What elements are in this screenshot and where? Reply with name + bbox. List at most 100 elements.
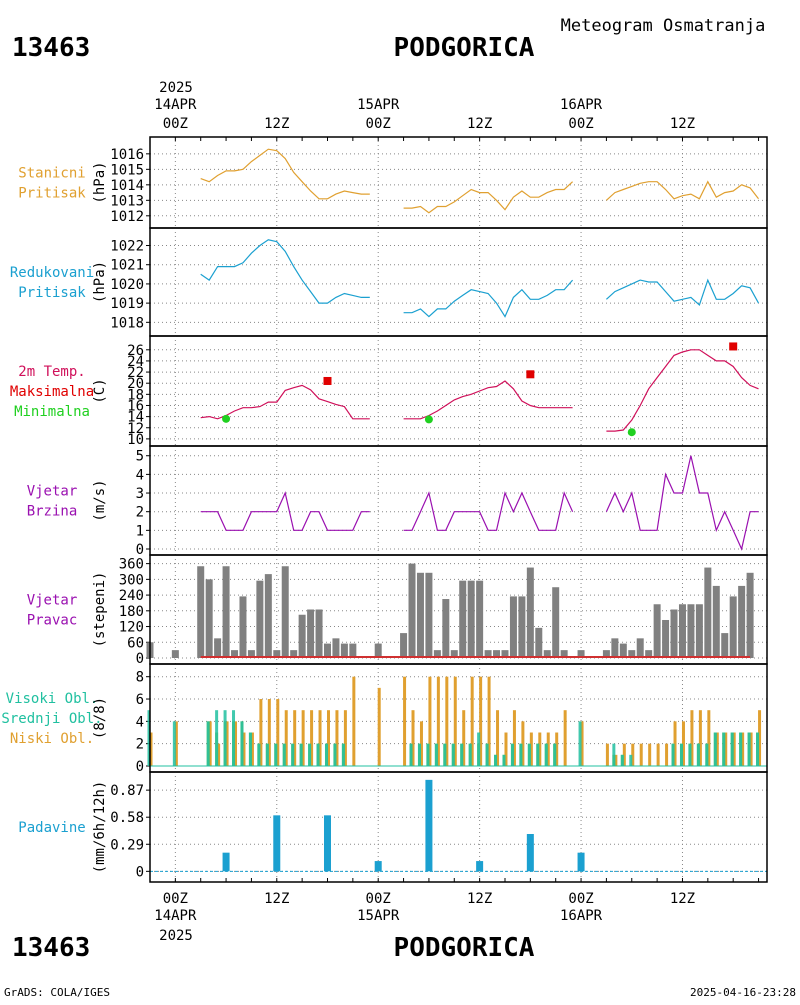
cloud-bar-niskiobl xyxy=(732,732,736,766)
y-tick-label: 22 xyxy=(127,365,144,381)
cloud-bar-visokiobl xyxy=(502,754,506,766)
cloud-bar-visokiobl xyxy=(409,743,413,766)
tmin-marker xyxy=(424,415,433,424)
y-tick-label: 5 xyxy=(136,449,144,465)
cloud-bar-visokiobl xyxy=(705,743,709,766)
y-tick-label: 10 xyxy=(127,432,144,448)
cloud-bar-visokiobl xyxy=(730,732,734,766)
winddir-bar xyxy=(256,580,264,658)
winddir-bar xyxy=(467,580,475,658)
winddir-bar xyxy=(619,643,627,658)
y-tick-label: 0.29 xyxy=(110,837,144,853)
cloud-bar-visokiobl xyxy=(696,743,700,766)
y-tick-label: 8 xyxy=(136,670,144,686)
precip-bar xyxy=(577,852,585,872)
y-tick-label: 2 xyxy=(136,505,144,521)
cloud-bar-visokiobl xyxy=(722,732,726,766)
series-line xyxy=(605,180,759,201)
cloud-bar-visokiobl xyxy=(434,743,438,766)
cloud-bar-niskiobl xyxy=(741,732,745,766)
cloud-bar-visokiobl xyxy=(620,754,624,766)
hour-label-bottom: 12Z xyxy=(670,891,695,907)
cloud-bar-niskiobl xyxy=(326,710,330,766)
cloud-bar-niskiobl xyxy=(250,732,254,766)
hour-label-bottom: 12Z xyxy=(264,891,289,907)
precip-bar xyxy=(526,834,534,872)
winddir-bar xyxy=(298,614,306,658)
y-axis-label: (C) xyxy=(92,378,108,403)
winddir-bar xyxy=(695,604,703,658)
cloud-bar-visokiobl xyxy=(333,743,337,766)
cloud-bar-niskiobl xyxy=(538,732,542,766)
tmax-marker xyxy=(323,376,332,385)
cloud-bar-visokiobl xyxy=(688,743,692,766)
winddir-bar xyxy=(323,643,331,658)
y-tick-label: 1016 xyxy=(110,147,144,163)
winddir-bar xyxy=(476,580,484,658)
y-tick-label: 26 xyxy=(127,343,144,359)
cloud-bar-visokiobl xyxy=(756,732,760,766)
y-tick-label: 18 xyxy=(127,387,144,403)
winddir-bar xyxy=(408,563,416,658)
hour-label-top: 00Z xyxy=(163,116,188,132)
cloud-bar-niskiobl xyxy=(225,721,229,766)
cloud-bar-niskiobl xyxy=(555,732,559,766)
winddir-bar xyxy=(197,566,205,658)
cloud-bar-visokiobl xyxy=(223,710,227,766)
y-tick-label: 2 xyxy=(136,737,144,753)
cloud-bar-niskiobl xyxy=(267,699,271,766)
footer-right: 2025-04-16-23:28 xyxy=(690,986,796,999)
hour-label-bottom: 00Z xyxy=(568,891,593,907)
precip-bar xyxy=(273,815,281,872)
time-axis: 14APR14APR15APR15APR16APR16APR00Z00Z12Z1… xyxy=(149,97,760,924)
cloud-bar-visokiobl xyxy=(443,743,447,766)
series-line xyxy=(403,181,574,214)
cloud-bar-niskiobl xyxy=(496,710,500,766)
cloud-bar-niskiobl xyxy=(639,743,643,766)
cloud-bar-niskiobl xyxy=(453,676,457,766)
cloud-bar-niskiobl xyxy=(208,721,212,766)
y-tick-label: 1014 xyxy=(110,178,144,194)
winddir-bar xyxy=(543,650,551,658)
cloud-bar-niskiobl xyxy=(724,732,728,766)
cloud-bar-niskiobl xyxy=(403,676,407,766)
y-tick-label: 1012 xyxy=(110,209,144,225)
cloud-bar-niskiobl xyxy=(681,721,685,766)
year-top: 2025 xyxy=(159,80,193,96)
y-tick-label: 360 xyxy=(119,557,144,573)
cloud-bar-visokiobl xyxy=(553,743,557,766)
hour-label-bottom: 00Z xyxy=(366,891,391,907)
winddir-bar xyxy=(281,566,289,658)
winddir-bar xyxy=(214,638,222,658)
cloud-bar-niskiobl xyxy=(234,721,238,766)
series-line xyxy=(200,148,370,200)
cloud-bar-niskiobl xyxy=(470,676,474,766)
cloud-bar-visokiobl xyxy=(510,743,514,766)
y-axis-label: (m/s) xyxy=(92,479,108,521)
cloud-bar-visokiobl xyxy=(417,743,421,766)
winddir-bar xyxy=(645,650,653,658)
winddir-bar xyxy=(535,627,543,658)
y-tick-label: 16 xyxy=(127,398,144,414)
cloud-bar-niskiobl xyxy=(259,699,263,766)
winddir-bar xyxy=(205,579,213,658)
cloud-bar-niskiobl xyxy=(749,732,753,766)
cloud-bar-visokiobl xyxy=(172,721,176,766)
hour-label-top: 00Z xyxy=(568,116,593,132)
cloud-bar-niskiobl xyxy=(242,732,246,766)
cloud-bar-niskiobl xyxy=(445,676,449,766)
panel-label: Niski Obl. xyxy=(10,731,94,747)
y-tick-label: 3 xyxy=(136,486,144,502)
cloud-bar-niskiobl xyxy=(605,743,609,766)
winddir-bar xyxy=(653,604,661,658)
cloud-bar-niskiobl xyxy=(580,721,584,766)
day-label-bottom: 14APR xyxy=(154,908,197,924)
winddir-bar xyxy=(738,585,746,658)
cloud-bar-visokiobl xyxy=(299,743,303,766)
panel-clouds: Visoki Obl. Srednji Obl. Niski Obl.(8/8) 0 2… xyxy=(1,663,768,775)
day-label-top: 14APR xyxy=(154,97,197,113)
winddir-bar xyxy=(171,650,179,658)
winddir-bar xyxy=(349,643,357,658)
